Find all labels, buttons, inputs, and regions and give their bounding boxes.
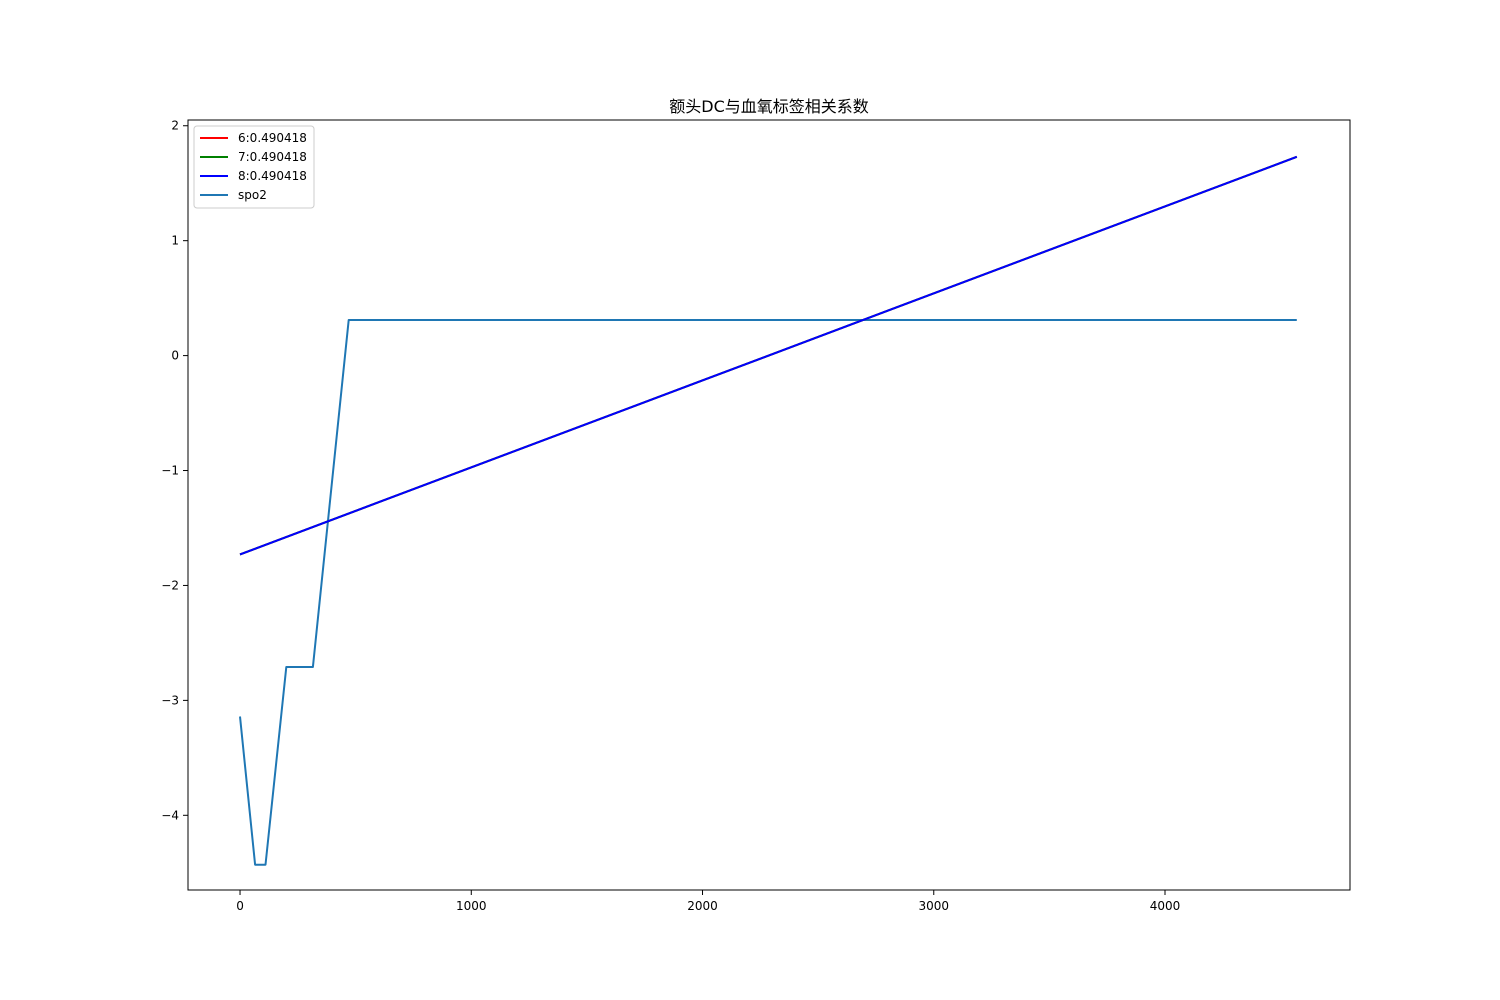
chart-title: 额头DC与血氧标签相关系数 — [669, 97, 869, 116]
y-tick-label: 2 — [171, 119, 179, 133]
series-line-2 — [239, 155, 1298, 556]
legend-label: 7:0.490418 — [238, 150, 307, 164]
x-axis: 0 1000 2000 3000 4000 — [236, 890, 1180, 913]
plot-area — [188, 120, 1350, 890]
series-lines — [239, 155, 1298, 866]
y-tick-label: −4 — [161, 808, 179, 822]
x-tick-label: 3000 — [918, 899, 949, 913]
plot-frame — [187, 119, 1351, 891]
x-tick-label: 0 — [236, 899, 244, 913]
legend-label: spo2 — [238, 188, 267, 202]
x-tick-label: 4000 — [1150, 899, 1181, 913]
legend-box — [193, 125, 315, 209]
y-tick-label: −3 — [161, 693, 179, 707]
x-tick-label: 2000 — [687, 899, 718, 913]
y-tick-label: −2 — [161, 578, 179, 592]
y-axis: −4 −3 −2 −1 0 1 2 — [161, 119, 188, 822]
x-tick-label: 1000 — [456, 899, 487, 913]
legend-label: 6:0.490418 — [238, 131, 307, 145]
series-line-3 — [239, 319, 1297, 866]
y-tick-label: 0 — [171, 349, 179, 363]
legend: 6:0.490418 7:0.490418 8:0.490418 spo2 — [193, 125, 315, 209]
y-tick-label: −1 — [161, 464, 179, 478]
legend-label: 8:0.490418 — [238, 169, 307, 183]
y-tick-label: 1 — [171, 234, 179, 248]
